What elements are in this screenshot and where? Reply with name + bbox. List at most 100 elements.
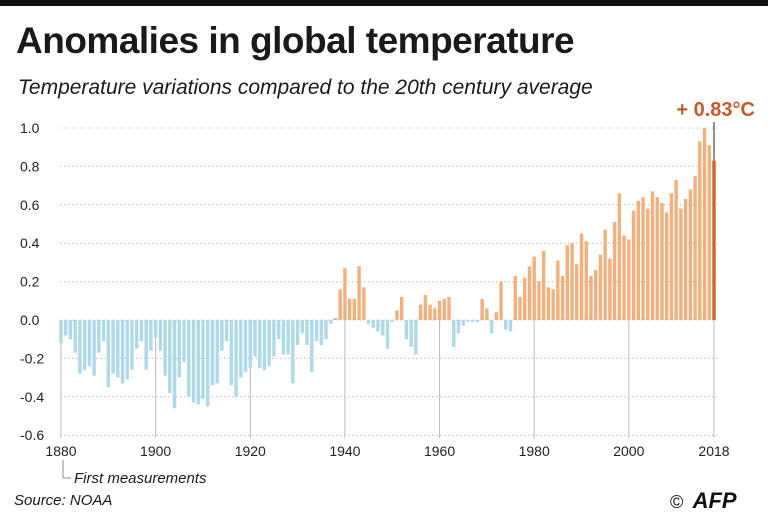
bar-1979 xyxy=(527,266,532,320)
top-rule xyxy=(0,0,768,6)
bar-1995 xyxy=(603,229,607,320)
bar-1928 xyxy=(286,320,290,355)
bar-1993 xyxy=(594,270,598,320)
bar-1961 xyxy=(442,298,446,320)
bar-1885 xyxy=(82,320,87,370)
bar-1893 xyxy=(120,320,125,384)
bar-2002 xyxy=(636,200,640,320)
bar-1919 xyxy=(243,320,248,372)
bar-1953 xyxy=(404,320,409,340)
bar-2003 xyxy=(641,197,645,320)
bar-1975 xyxy=(508,320,513,332)
bar-1923 xyxy=(262,320,267,370)
x-tick-label: 2000 xyxy=(613,443,644,459)
bar-2011 xyxy=(679,208,683,320)
bar-1964 xyxy=(456,320,461,334)
bar-1907 xyxy=(187,320,191,397)
bar-1955 xyxy=(414,320,418,355)
bar-1890 xyxy=(106,320,111,388)
bar-1921 xyxy=(253,320,257,357)
bar-1915 xyxy=(224,320,229,342)
bar-1938 xyxy=(333,318,338,320)
bar-1927 xyxy=(281,320,286,355)
bar-1896 xyxy=(135,320,139,349)
first-measurements-note: First measurements xyxy=(74,470,207,487)
bar-1892 xyxy=(116,320,120,378)
bar-1980 xyxy=(532,256,536,320)
afp-logo: © AFP xyxy=(670,488,737,514)
bar-1898 xyxy=(144,320,148,370)
bar-1947 xyxy=(376,320,380,332)
bar-1946 xyxy=(371,320,376,328)
bar-1905 xyxy=(177,320,181,378)
bar-1959 xyxy=(433,308,437,320)
bar-1935 xyxy=(319,320,323,345)
bar-1906 xyxy=(182,320,186,363)
bar-1969 xyxy=(480,298,484,320)
bar-1957 xyxy=(423,295,428,320)
x-tick-label: 2018 xyxy=(698,443,729,459)
bar-2018 xyxy=(712,160,716,320)
bar-1989 xyxy=(575,264,579,320)
bar-1981 xyxy=(537,281,541,320)
bar-1960 xyxy=(437,300,442,320)
bar-1920 xyxy=(248,320,252,368)
bar-2015 xyxy=(698,141,702,320)
bar-1880 xyxy=(59,320,63,344)
x-tick-label: 1960 xyxy=(424,443,455,459)
bar-1888 xyxy=(97,320,101,353)
bar-1943 xyxy=(357,266,361,320)
bar-1887 xyxy=(92,320,96,376)
x-tick-label: 1980 xyxy=(519,443,550,459)
bar-1956 xyxy=(418,304,423,320)
bar-1901 xyxy=(158,320,163,351)
bar-1990 xyxy=(579,233,584,320)
bar-1909 xyxy=(196,320,200,405)
bar-1967 xyxy=(470,320,475,322)
y-tick-label: 0.4 xyxy=(20,235,40,251)
bar-1954 xyxy=(409,320,413,347)
bar-2010 xyxy=(674,179,678,320)
bar-1902 xyxy=(163,320,167,376)
bar-1991 xyxy=(584,241,588,320)
y-tick-label: 0.8 xyxy=(20,158,40,174)
bar-1913 xyxy=(215,320,219,384)
bar-1974 xyxy=(504,320,508,330)
bar-1895 xyxy=(130,320,134,370)
bar-1900 xyxy=(153,320,158,338)
bar-1988 xyxy=(570,243,574,320)
y-tick-label: 0.2 xyxy=(20,274,40,290)
bar-1926 xyxy=(276,320,281,340)
bar-2017 xyxy=(707,145,711,320)
bar-1992 xyxy=(589,275,593,320)
bar-1912 xyxy=(210,320,215,386)
bar-1891 xyxy=(111,320,115,374)
bar-1916 xyxy=(229,320,234,386)
bar-1933 xyxy=(310,320,314,372)
y-tick-label: 1.0 xyxy=(20,120,40,136)
bar-1942 xyxy=(352,298,357,320)
bar-1997 xyxy=(612,222,617,320)
bar-1934 xyxy=(314,320,319,342)
bar-2005 xyxy=(650,191,655,320)
bar-1937 xyxy=(329,320,333,324)
copyright-icon: © xyxy=(670,492,684,512)
bar-1924 xyxy=(267,320,271,367)
bar-1977 xyxy=(518,296,522,320)
bar-2007 xyxy=(660,202,664,320)
afp-logo-text: AFP xyxy=(692,488,737,513)
bar-1918 xyxy=(239,320,243,378)
bar-1925 xyxy=(272,320,276,357)
bar-1998 xyxy=(617,193,622,320)
bar-1911 xyxy=(205,320,210,407)
y-tick-label: -0.2 xyxy=(20,350,44,366)
bar-series xyxy=(59,128,716,409)
chart-title: Anomalies in global temperature xyxy=(16,20,575,61)
source-label: Source: NOAA xyxy=(14,492,113,509)
bar-1968 xyxy=(475,320,480,322)
bar-1886 xyxy=(87,320,92,367)
bar-2004 xyxy=(646,208,650,320)
chart-subtitle: Temperature variations compared to the 2… xyxy=(18,76,593,99)
bar-2001 xyxy=(631,210,636,320)
